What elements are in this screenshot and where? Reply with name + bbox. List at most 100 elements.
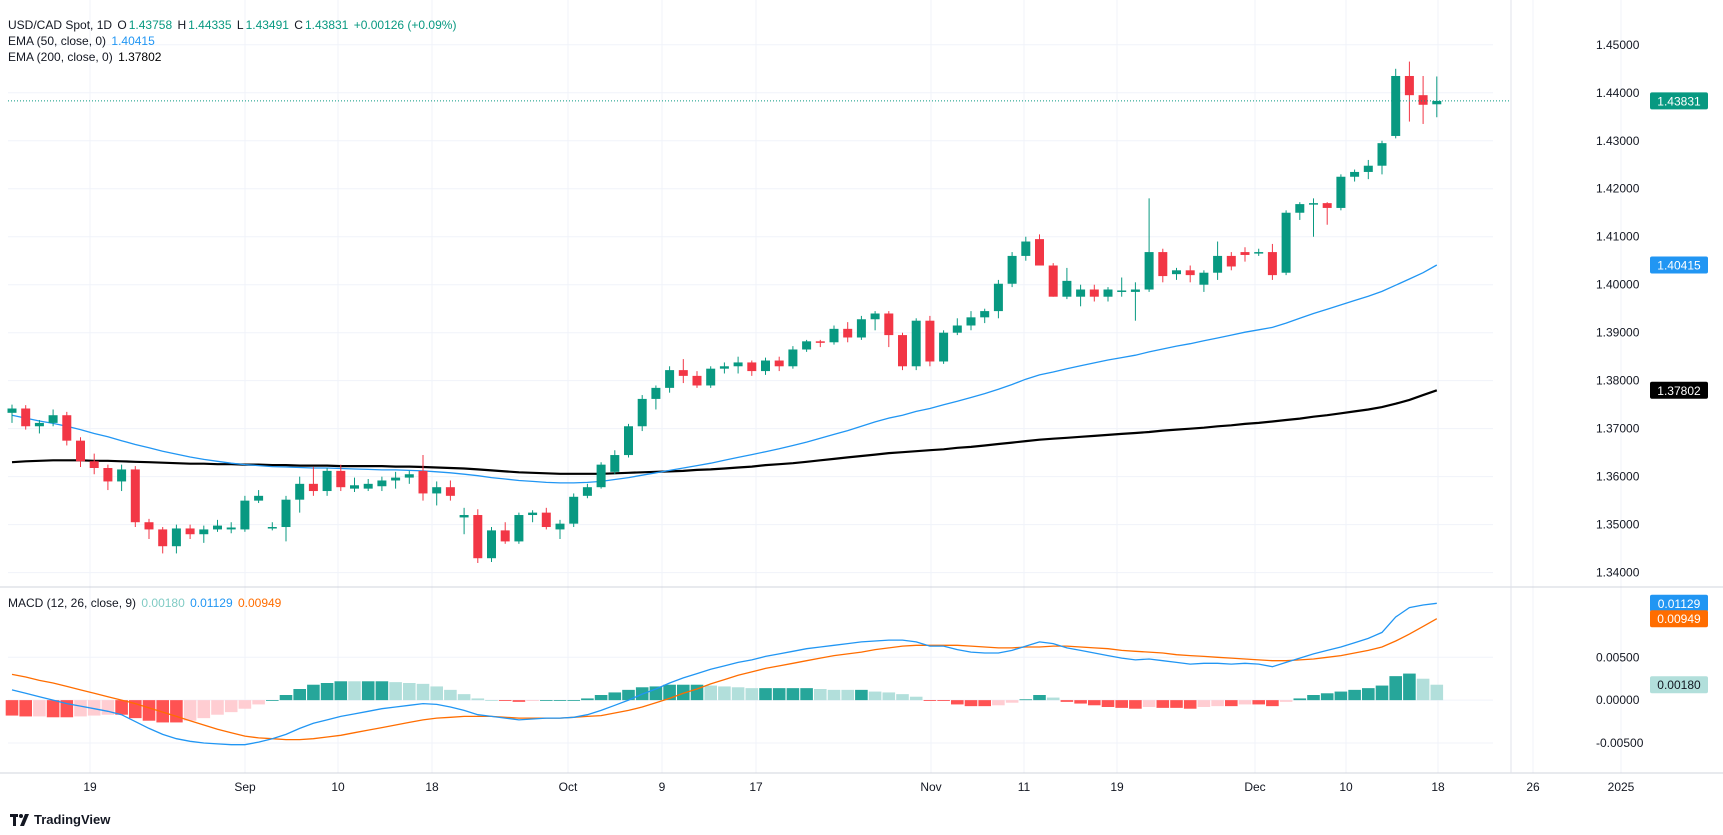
candle-down: [1240, 252, 1250, 255]
histogram-bar: [1293, 698, 1307, 701]
time-tick-label: 9: [659, 780, 666, 794]
candle-up: [1363, 165, 1373, 172]
histogram-bar: [457, 694, 471, 701]
price-tick-label: 1.40000: [1596, 278, 1640, 292]
candle-up: [226, 527, 236, 530]
candle-down: [747, 362, 757, 372]
price-tick-label: 1.42000: [1596, 182, 1640, 196]
histogram-bar: [540, 700, 553, 701]
candle-up: [267, 527, 277, 529]
histogram-bar: [841, 689, 854, 701]
histogram-bar: [1362, 688, 1375, 701]
candle-down: [815, 341, 825, 343]
price-tick-label: 1.41000: [1596, 230, 1640, 244]
candle-up: [48, 415, 58, 423]
histogram-bar: [800, 688, 813, 701]
candle-down: [308, 483, 318, 492]
candle-down: [1404, 75, 1414, 96]
candle-up: [281, 499, 291, 528]
histogram-bar: [937, 700, 950, 701]
candle-up: [487, 530, 496, 559]
price-tick-label: 1.35000: [1596, 518, 1640, 532]
candle-up: [1391, 75, 1401, 136]
legend-macd[interactable]: MACD (12, 26, close, 9) 0.00180 0.01129 …: [8, 596, 283, 610]
histogram-bar: [1156, 700, 1170, 708]
candle-down: [473, 515, 483, 559]
candle-up: [240, 500, 250, 530]
candle-down: [1035, 239, 1044, 266]
candle-up: [171, 528, 181, 547]
histogram-bar: [1033, 695, 1046, 701]
ema200-tag-bg: [1650, 381, 1708, 399]
histogram-bar: [759, 688, 772, 701]
macd-label: MACD (12, 26, close, 9): [8, 596, 137, 610]
change-value: +0.00126 (+0.09%): [353, 18, 457, 32]
hist-tag: 0.00180: [1657, 678, 1701, 692]
signal-line: [11, 618, 1438, 741]
candle-down: [884, 313, 894, 336]
candle-down: [1418, 95, 1428, 105]
candle-down: [1226, 255, 1236, 267]
histogram-bar: [416, 683, 430, 701]
histogram-bar: [1074, 700, 1087, 704]
ema200-label: EMA (200, close, 0): [8, 50, 113, 64]
candle-up: [665, 370, 675, 388]
time-tick-label: Oct: [559, 780, 578, 794]
high-label: H: [177, 18, 187, 32]
candle-down: [76, 440, 85, 462]
symbol-label: USD/CAD Spot, 1D: [8, 18, 113, 32]
histogram-bar: [581, 698, 594, 701]
candle-up: [432, 487, 442, 494]
legend-ema50[interactable]: EMA (50, close, 0) 1.40415: [8, 34, 157, 48]
histogram-bar: [46, 700, 60, 718]
candle-down: [843, 328, 853, 338]
histogram-bar: [252, 700, 265, 705]
candle-up: [1309, 203, 1318, 205]
candle-up: [117, 469, 127, 482]
candle-up: [1336, 176, 1346, 208]
candle-up: [254, 495, 264, 501]
candle-up: [911, 320, 921, 367]
histogram-bar: [19, 700, 32, 717]
candle-up: [856, 319, 866, 338]
candle-up: [637, 398, 647, 427]
candle-up: [363, 483, 373, 489]
time-tick-label: 18: [425, 780, 439, 794]
macd-signal-value: 0.00949: [237, 596, 282, 610]
histogram-bar: [74, 700, 87, 717]
histogram-bar: [827, 689, 841, 701]
close-value: 1.43831: [304, 18, 349, 32]
ema50-tag: 1.40415: [1657, 259, 1701, 273]
price-tick-label: 1.45000: [1596, 38, 1640, 52]
time-tick-label: Nov: [920, 780, 941, 794]
candle-up: [459, 515, 469, 518]
histogram-bar: [1115, 700, 1128, 708]
legend-ema200[interactable]: EMA (200, close, 0) 1.37802: [8, 50, 163, 64]
histogram-bar: [471, 698, 485, 701]
macd-line-value: 0.01129: [190, 596, 233, 610]
histogram-bar: [677, 684, 690, 701]
price-tick-label: 1.43000: [1596, 134, 1640, 148]
tradingview-icon: [10, 813, 29, 826]
tradingview-logo[interactable]: TradingView: [10, 812, 110, 827]
candle-up: [788, 349, 798, 367]
candle-up: [1254, 252, 1264, 254]
candle-up: [213, 525, 222, 530]
histogram-bar: [814, 689, 827, 701]
histogram-bar: [896, 694, 909, 701]
histogram-bar: [690, 684, 704, 701]
price-tick-label: 1.39000: [1596, 326, 1640, 340]
signal-tag: 0.00949: [1657, 612, 1701, 626]
ema50-line: [11, 264, 1438, 484]
time-tick-label: Dec: [1244, 780, 1265, 794]
candle-up: [870, 313, 880, 320]
histogram-bar: [731, 687, 745, 701]
ema50-tag-bg: [1650, 256, 1708, 274]
histogram-bar: [279, 695, 293, 701]
candle-down: [130, 469, 140, 523]
candle-up: [1199, 272, 1209, 285]
histogram-bar: [978, 700, 991, 707]
candle-down: [898, 335, 907, 367]
candle-up: [582, 487, 592, 496]
